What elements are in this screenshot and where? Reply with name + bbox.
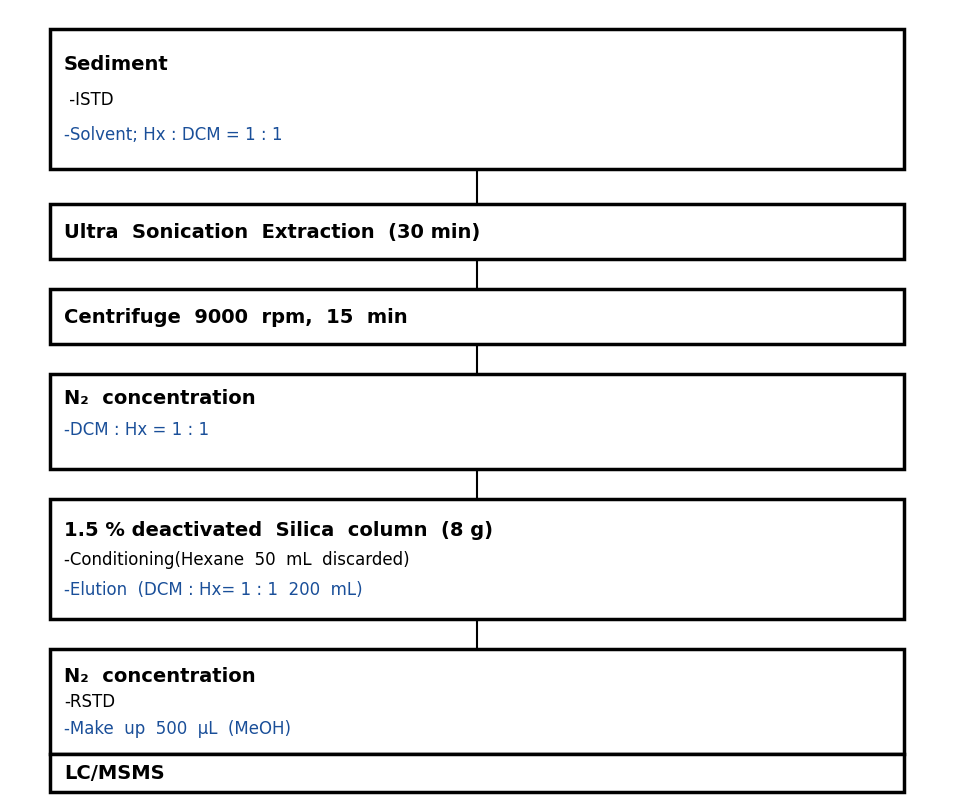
Text: N₂  concentration: N₂ concentration <box>64 666 255 685</box>
Text: -Conditioning(Hexane  50  mL  discarded): -Conditioning(Hexane 50 mL discarded) <box>64 550 409 569</box>
Text: -RSTD: -RSTD <box>64 693 115 711</box>
Bar <box>50 375 903 469</box>
Text: Centrifuge  9000  rpm,  15  min: Centrifuge 9000 rpm, 15 min <box>64 308 407 326</box>
Bar <box>50 754 903 792</box>
Bar <box>50 30 903 170</box>
Text: 1.5 % deactivated  Silica  column  (8 g): 1.5 % deactivated Silica column (8 g) <box>64 520 493 539</box>
Text: Sediment: Sediment <box>64 55 169 75</box>
Text: N₂  concentration: N₂ concentration <box>64 389 255 407</box>
Text: -Solvent; Hx : DCM = 1 : 1: -Solvent; Hx : DCM = 1 : 1 <box>64 126 282 144</box>
Bar <box>50 649 903 754</box>
Text: Ultra  Sonication  Extraction  (30 min): Ultra Sonication Extraction (30 min) <box>64 223 479 241</box>
Bar <box>50 205 903 260</box>
Text: -DCM : Hx = 1 : 1: -DCM : Hx = 1 : 1 <box>64 421 209 439</box>
Bar <box>50 500 903 619</box>
Text: LC/MSMS: LC/MSMS <box>64 764 165 783</box>
Text: -ISTD: -ISTD <box>64 91 113 109</box>
Bar <box>50 290 903 345</box>
Text: -Elution  (DCM : Hx= 1 : 1  200  mL): -Elution (DCM : Hx= 1 : 1 200 mL) <box>64 581 362 598</box>
Text: -Make  up  500  μL  (MeOH): -Make up 500 μL (MeOH) <box>64 719 291 737</box>
